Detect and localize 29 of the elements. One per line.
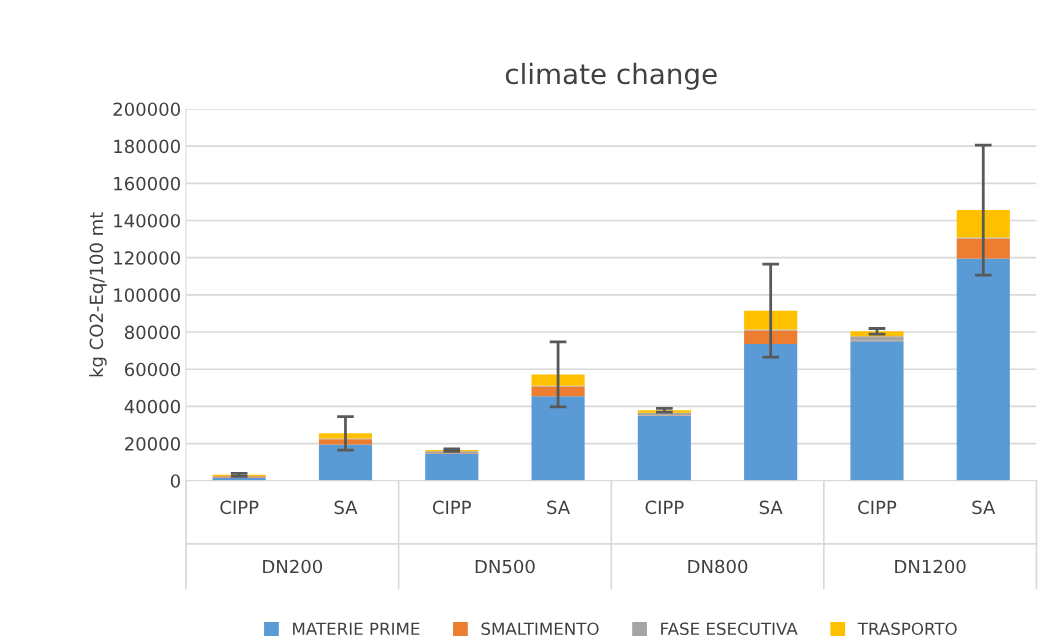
y-axis-title: kg CO2-Eq/100 mt [89,212,107,377]
y-tick-label: 0 [170,474,180,488]
x-tick-label: SA [972,500,996,515]
x-tick-label: CIPP [432,500,472,515]
y-tick-label: 160000 [114,176,180,191]
legend-label: SMALTIMENTO [481,622,599,636]
chart-title: climate change [505,62,717,90]
y-tick-label: 120000 [114,251,180,265]
legend-label: TRASPORTO [857,622,957,636]
x-tick-label: SA [334,500,358,515]
text: DN1200 [895,559,966,574]
legend-label: FASE ESECUTIVA [661,622,798,636]
y-tick-label: 200000 [113,102,180,117]
x-tick-label: CIPP [858,500,897,515]
y-tick-label: 60000 [124,362,180,377]
y-tick-label: 140000 [114,213,180,228]
y-tick-label: 40000 [124,399,180,414]
y-tick-label: 100000 [114,288,180,302]
text: DN800 [688,559,748,574]
x-tick-label: CIPP [645,500,684,515]
x-tick-label: SA [759,500,783,515]
y-tick-label: 20000 [125,437,180,451]
text: DN200 [263,559,323,574]
x-tick-label: CIPP [220,500,259,515]
y-tick-label: 80000 [124,325,180,340]
y-tick-label: 180000 [114,139,180,154]
x-tick-label: SA [547,500,570,515]
legend-label: MATERIE PRIME [293,622,420,635]
text: DN500 [475,559,535,574]
